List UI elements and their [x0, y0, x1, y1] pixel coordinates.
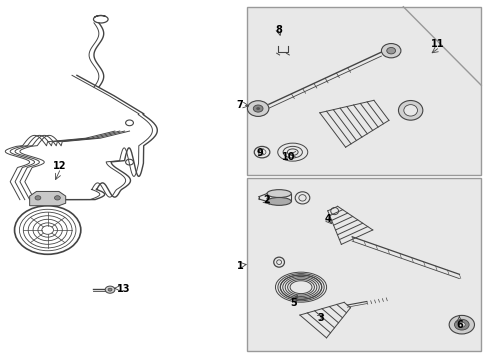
Ellipse shape — [267, 198, 291, 205]
Circle shape — [253, 105, 263, 112]
Circle shape — [105, 286, 115, 293]
Text: 13: 13 — [117, 284, 130, 294]
Bar — [247, 7, 481, 175]
Circle shape — [108, 288, 112, 291]
Text: 3: 3 — [317, 312, 324, 323]
Ellipse shape — [404, 105, 417, 116]
Polygon shape — [30, 192, 66, 206]
Circle shape — [387, 48, 395, 54]
Text: 4: 4 — [324, 214, 331, 224]
Circle shape — [381, 44, 401, 58]
Circle shape — [459, 322, 465, 327]
Text: 1: 1 — [237, 261, 244, 271]
Text: 9: 9 — [256, 148, 263, 158]
Ellipse shape — [398, 100, 423, 120]
Text: 8: 8 — [276, 25, 283, 35]
Circle shape — [455, 319, 469, 330]
Circle shape — [449, 315, 474, 334]
Text: 12: 12 — [53, 161, 67, 171]
Circle shape — [256, 107, 260, 110]
Text: 7: 7 — [237, 100, 244, 110]
Circle shape — [35, 196, 41, 200]
Text: 10: 10 — [282, 152, 295, 162]
Bar — [247, 178, 481, 351]
Circle shape — [54, 196, 60, 200]
Text: 2: 2 — [264, 195, 270, 204]
Circle shape — [247, 101, 269, 116]
Ellipse shape — [267, 190, 291, 198]
Text: 6: 6 — [456, 320, 463, 330]
Text: 11: 11 — [431, 39, 444, 49]
Text: 5: 5 — [291, 298, 297, 308]
